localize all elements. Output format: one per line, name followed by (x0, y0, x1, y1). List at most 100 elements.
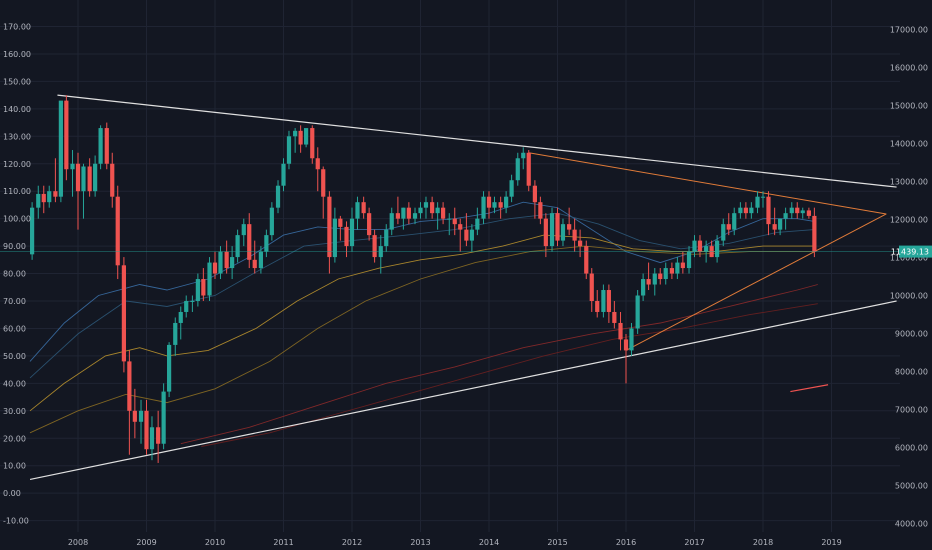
candle-up (749, 207, 754, 214)
candle-down (486, 196, 492, 208)
candle-up (355, 202, 360, 219)
candle-up (435, 207, 440, 214)
candle-up (293, 130, 298, 137)
time-axis-tick-label: 2015 (547, 538, 567, 547)
candle-up (269, 207, 274, 236)
trendline-triangle-top[interactable] (528, 152, 887, 215)
candle-up (715, 240, 720, 258)
last-price-tag-bg (899, 245, 932, 258)
candles (30, 95, 817, 463)
left-axis-tick-label: 40.00 (3, 379, 26, 388)
left-axis-tick-label: 120.00 (3, 160, 31, 169)
candle-up (286, 136, 292, 164)
right-price-axis[interactable]: 17000.00 16000.00 15000.00 14000.00 13000.00… (890, 26, 928, 529)
candle-up (755, 196, 760, 208)
time-axis-tick-label: 2017 (684, 538, 704, 547)
trendline-short-red[interactable] (790, 384, 829, 393)
candle-down (121, 265, 126, 362)
right-axis-tick-label: 6000.00 (895, 444, 928, 453)
candle-down (110, 163, 115, 197)
time-axis-tick-label: 2008 (68, 538, 88, 547)
trendlines[interactable] (29, 94, 897, 481)
time-axis-tick-label: 2019 (821, 538, 841, 547)
candle-up (635, 295, 640, 329)
candle-up (721, 224, 726, 241)
candle-down (623, 339, 629, 351)
candle-up (190, 301, 195, 302)
candle-down (144, 410, 149, 450)
left-axis-tick-label: 140.00 (3, 105, 31, 114)
right-axis-tick-label: 8000.00 (895, 368, 928, 377)
candle-up (509, 180, 514, 197)
candle-down (578, 240, 583, 247)
candle-down (298, 130, 303, 145)
moving-average-ma-gold-2 (29, 245, 815, 434)
right-axis-tick-label: 14000.00 (890, 140, 928, 149)
candle-up (332, 218, 337, 258)
candle-up (384, 229, 389, 247)
candle-down (589, 273, 594, 301)
candle-up (275, 185, 281, 208)
candle-up (138, 410, 144, 422)
candle-down (584, 246, 589, 274)
candle-down (743, 207, 748, 214)
candle-down (127, 361, 132, 411)
candle-up (549, 213, 555, 247)
candle-up (629, 328, 634, 351)
candle-up (800, 210, 805, 214)
candle-down (441, 207, 446, 219)
left-axis-tick-label: 130.00 (3, 132, 31, 141)
left-axis-tick-label: 170.00 (3, 23, 31, 32)
trendline-upper-white[interactable] (57, 94, 897, 188)
candle-up (218, 251, 223, 274)
candle-up (47, 191, 52, 203)
candle-up (481, 196, 486, 219)
candle-up (401, 207, 406, 219)
candle-down (224, 251, 229, 269)
candle-down (156, 427, 161, 444)
right-axis-tick-label: 7000.00 (895, 406, 928, 415)
left-axis-tick-label: 100.00 (3, 215, 31, 224)
candle-up (241, 224, 246, 236)
trendline-triangle-bottom[interactable] (625, 213, 887, 351)
candle-up (783, 213, 788, 219)
candle-up (93, 163, 98, 192)
candle-down (680, 262, 685, 269)
time-axis-tick-label: 2016 (616, 538, 636, 547)
candle-down (766, 196, 771, 225)
candle-up (235, 235, 240, 258)
candle-up (58, 100, 63, 197)
candle-down (538, 202, 543, 219)
candle-up (98, 128, 103, 164)
candle-down (812, 215, 817, 252)
candle-up (149, 427, 155, 450)
candle-up (349, 218, 355, 247)
candle-up (304, 128, 309, 145)
candle-up (70, 163, 75, 170)
left-axis-tick-label: 110.00 (3, 187, 31, 196)
candle-down (555, 213, 560, 241)
time-axis[interactable]: 2008 2009 2010 2011 2012 2013 2014 2015 2016 2017… (68, 538, 842, 547)
candle-up (652, 273, 657, 285)
candle-down (646, 279, 651, 285)
trendline-lower-white[interactable] (29, 300, 897, 481)
moving-average-ma-gold-1 (29, 234, 815, 412)
candle-up (412, 213, 418, 219)
candle-up (560, 224, 566, 241)
moving-average-ma-red-1 (180, 284, 818, 445)
left-axis-tick-label: 80.00 (3, 270, 26, 279)
left-price-axis[interactable]: 170.00 160.00 150.00 140.00 130.00 120.00 110.… (3, 23, 31, 526)
candle-up (36, 193, 41, 208)
candle-up (161, 391, 166, 444)
candle-up (675, 262, 680, 274)
left-axis-tick-label: 20.00 (3, 434, 26, 443)
right-axis-tick-label: 5000.00 (895, 482, 928, 491)
time-axis-tick-label: 2009 (136, 538, 156, 547)
candle-down (64, 100, 69, 170)
right-axis-tick-label: 9000.00 (895, 330, 928, 339)
left-axis-tick-label: 30.00 (3, 407, 26, 416)
candle-up (258, 251, 263, 269)
candle-up (264, 235, 269, 252)
